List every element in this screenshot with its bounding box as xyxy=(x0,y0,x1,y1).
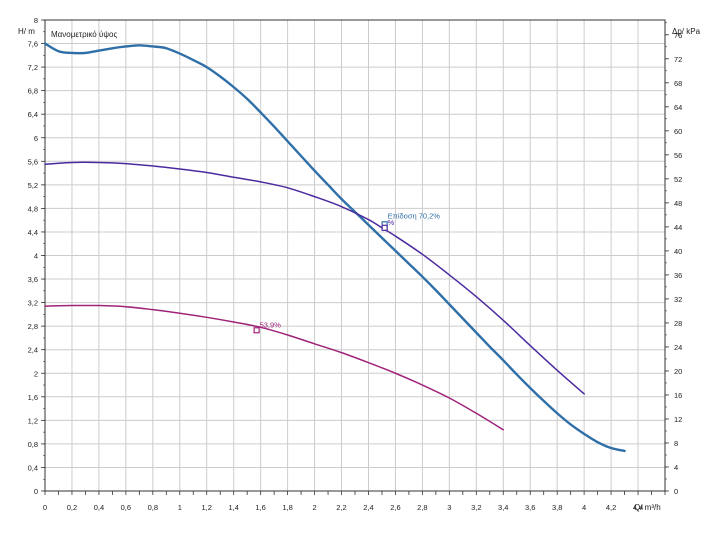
y-right-tick-label: 16 xyxy=(674,391,682,400)
operating-point-marker xyxy=(381,224,388,231)
x-tick-label: 2,2 xyxy=(336,503,346,512)
x-tick-label: 0,4 xyxy=(94,503,104,512)
y-right-tick-label: 44 xyxy=(674,223,682,232)
axes: 0 0,2 0,4 0,6 0,8 1 1,2 1,4 1,6 1,8 2 2,2 2,4 2,6 2,8 3… xyxy=(28,16,683,512)
y-left-tick-label: 6,8 xyxy=(28,87,38,96)
operating-point-label: 53,9% xyxy=(260,320,282,329)
y-right-tick-label: 36 xyxy=(674,271,682,280)
y-right-tick-label: 52 xyxy=(674,175,682,184)
y-left-tick-label: 7,6 xyxy=(28,40,38,49)
y-right-tick-label: 20 xyxy=(674,367,682,376)
y-left-tick-label: 4,8 xyxy=(28,204,38,213)
operating-point-label: % xyxy=(388,218,395,227)
y-right-tick-label: 40 xyxy=(674,247,682,256)
y-left-tick-label: 4 xyxy=(34,252,38,261)
y-left-tick-label: 0,8 xyxy=(28,440,38,449)
y-right-tick-label: 0 xyxy=(674,487,678,496)
x-tick-label: 0 xyxy=(43,503,47,512)
y-right-tick-label: 68 xyxy=(674,79,682,88)
y-left-tick-label: 2,8 xyxy=(28,322,38,331)
y-right-tick-label: 56 xyxy=(674,151,682,160)
y-right-tick-label: 24 xyxy=(674,343,682,352)
grid xyxy=(44,19,665,492)
y-left-tick-label: 0 xyxy=(34,487,38,496)
series-line-1 xyxy=(43,42,626,453)
y-right-tick-label: 32 xyxy=(674,295,682,304)
markers-group: Επίδοση 70,2%% 53,9% xyxy=(253,211,441,334)
x-tick-label: 4,4 xyxy=(633,503,643,512)
y-axis-left-label: H/ m xyxy=(18,27,35,36)
x-tick-label: 2 xyxy=(312,503,316,512)
y-left-tick-label: 1,6 xyxy=(28,393,38,402)
y-left-tick-label: 6,4 xyxy=(28,110,38,119)
y-left-tick-label: 8 xyxy=(34,16,38,25)
x-tick-label: 2,8 xyxy=(417,503,427,512)
x-tick-label: 3,8 xyxy=(552,503,562,512)
chart-title: Μανομετρικό ύψος xyxy=(51,30,118,39)
y-left-tick-label: 4,4 xyxy=(28,228,38,237)
series-group xyxy=(43,42,626,453)
y-left-tick-label: 3,6 xyxy=(28,275,38,284)
x-tick-label: 1,8 xyxy=(282,503,292,512)
y-left-tick-label: 3,2 xyxy=(28,299,38,308)
x-tick-label: 1,4 xyxy=(228,503,238,512)
y-axis-right-label: Δp/ kPa xyxy=(672,27,701,36)
y-right-tick-label: 8 xyxy=(674,439,678,448)
y-left-tick-label: 6 xyxy=(34,134,38,143)
x-tick-label: 4,2 xyxy=(606,503,616,512)
x-axis-label: Q/ m³/h xyxy=(634,503,661,512)
series-line-3 xyxy=(44,304,505,431)
series-line-2 xyxy=(44,161,585,395)
y-right-tick-label: 28 xyxy=(674,319,682,328)
y-left-tick-label: 1,2 xyxy=(28,416,38,425)
x-tick-label: 3,6 xyxy=(525,503,535,512)
y-right-tick-label: 12 xyxy=(674,415,682,424)
y-left-tick-label: 0,4 xyxy=(28,463,38,472)
x-tick-label: 0,6 xyxy=(121,503,131,512)
x-tick-label: 1,2 xyxy=(202,503,212,512)
y-right-tick-label: 4 xyxy=(674,463,678,472)
y-left-tick-label: 2 xyxy=(34,369,38,378)
x-tick-label: 3,4 xyxy=(498,503,508,512)
y-left-tick-label: 5,6 xyxy=(28,157,38,166)
y-right-tick-label: 60 xyxy=(674,127,682,136)
operating-point-marker xyxy=(253,327,260,334)
y-right-tick-label: 72 xyxy=(674,55,682,64)
operating-point-label: Επίδοση 70,2% xyxy=(388,211,441,220)
y-right-tick-label: 48 xyxy=(674,199,682,208)
y-left-tick-label: 5,2 xyxy=(28,181,38,190)
y-left-tick-label: 2,4 xyxy=(28,346,38,355)
y-left-tick-label: 7,2 xyxy=(28,63,38,72)
x-tick-label: 0,8 xyxy=(148,503,158,512)
x-tick-label: 3,2 xyxy=(471,503,481,512)
x-tick-label: 2,4 xyxy=(363,503,373,512)
x-tick-label: 1 xyxy=(178,503,182,512)
x-tick-label: 1,6 xyxy=(255,503,265,512)
y-right-tick-label: 76 xyxy=(674,31,682,40)
x-tick-label: 3 xyxy=(447,503,451,512)
x-tick-label: 2,6 xyxy=(390,503,400,512)
x-tick-label: 0,2 xyxy=(67,503,77,512)
y-right-tick-label: 64 xyxy=(674,103,682,112)
x-tick-label: 4 xyxy=(582,503,586,512)
